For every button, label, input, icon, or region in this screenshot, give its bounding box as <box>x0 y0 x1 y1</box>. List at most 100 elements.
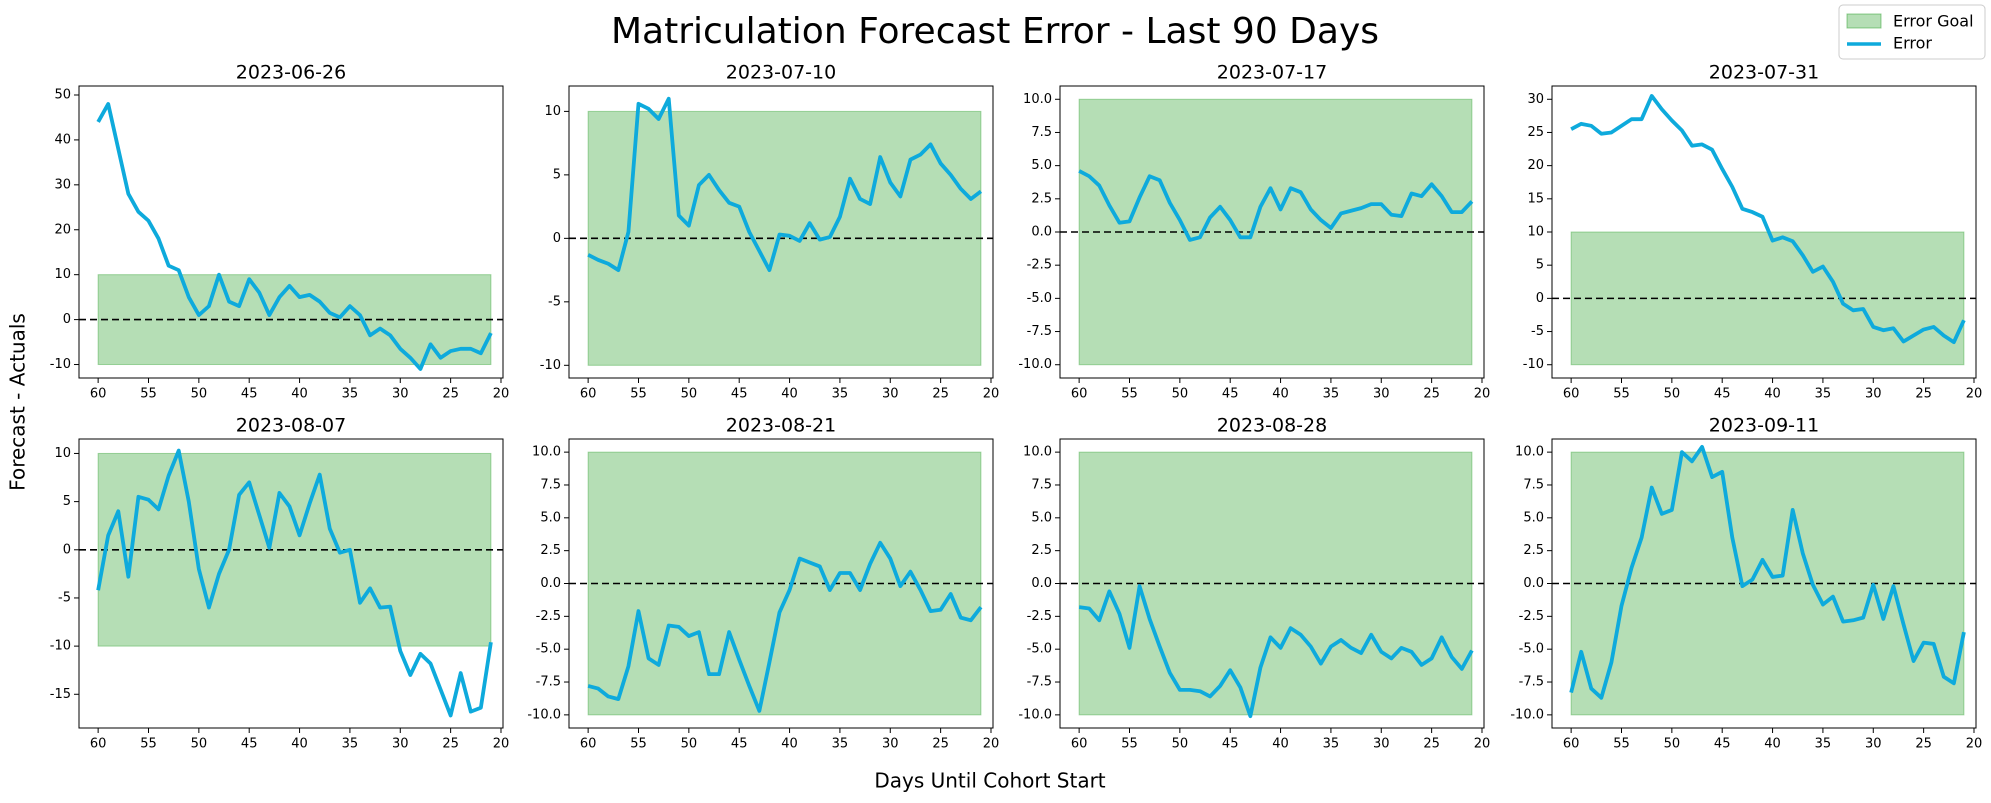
legend-swatch <box>1846 13 1882 29</box>
x-tick-label: 35 <box>1323 387 1340 402</box>
y-tick-label: 15 <box>1527 191 1544 206</box>
x-tick-label: 55 <box>140 737 157 752</box>
y-tick-label: -5.0 <box>1027 642 1052 657</box>
x-tick-label: 50 <box>681 387 698 402</box>
x-tick-label: 40 <box>1272 737 1289 752</box>
y-tick-label: 10 <box>54 267 71 282</box>
x-tick-label: 25 <box>932 387 949 402</box>
x-tick-label: 60 <box>580 387 597 402</box>
x-tick-label: 45 <box>731 737 748 752</box>
x-tick-label: 45 <box>731 387 748 402</box>
x-tick-label: 45 <box>1222 737 1239 752</box>
y-tick-label: 10 <box>54 446 71 461</box>
x-tick-label: 50 <box>681 737 698 752</box>
y-tick-label: -7.5 <box>536 675 561 690</box>
x-tick-label: 25 <box>442 737 459 752</box>
x-tick-label: 30 <box>392 387 409 402</box>
y-tick-label: 7.5 <box>1523 477 1544 492</box>
x-tick-label: 60 <box>90 387 107 402</box>
x-tick-label: 50 <box>1664 387 1681 402</box>
y-tick-label: -2.5 <box>1519 609 1544 624</box>
y-tick-label: 30 <box>1527 92 1544 107</box>
x-tick-label: 50 <box>191 737 208 752</box>
x-tick-label: 45 <box>1714 737 1731 752</box>
y-tick-label: 40 <box>54 132 71 147</box>
y-tick-label: 0 <box>1536 291 1544 306</box>
x-tick-label: 50 <box>1172 387 1189 402</box>
x-tick-label: 30 <box>1373 737 1390 752</box>
subplot-title: 2023-07-17 <box>1217 62 1327 84</box>
x-tick-label: 25 <box>932 737 949 752</box>
error-line <box>587 96 983 272</box>
error-line <box>1569 444 1966 700</box>
axes-frame <box>568 85 994 379</box>
y-tick-label: 5 <box>63 494 71 509</box>
y-tick-label: -5.0 <box>1027 291 1052 306</box>
subplot-title: 2023-08-07 <box>236 415 346 437</box>
x-tick-label: 55 <box>1613 737 1630 752</box>
x-tick-label: 20 <box>493 387 510 402</box>
y-tick-label: 20 <box>1527 158 1544 173</box>
y-tick-label: 2.5 <box>1523 543 1544 558</box>
y-tick-label: -10.0 <box>1510 707 1544 722</box>
y-tick-label: -7.5 <box>1519 675 1544 690</box>
subplot-title: 2023-07-10 <box>726 62 836 84</box>
x-tick-label: 55 <box>1613 387 1630 402</box>
x-tick-label: 40 <box>291 387 308 402</box>
legend-label: Error Goal <box>1893 12 1974 31</box>
x-tick-label: 50 <box>191 387 208 402</box>
y-tick-label: 5.0 <box>1523 510 1544 525</box>
x-tick-label: 55 <box>140 387 157 402</box>
y-tick-label: -5 <box>58 590 71 605</box>
x-tick-label: 55 <box>630 387 647 402</box>
x-tick-label: 55 <box>630 737 647 752</box>
x-tick-label: 60 <box>90 737 107 752</box>
y-tick-label: 2.5 <box>1031 543 1052 558</box>
y-tick-label: -2.5 <box>536 609 561 624</box>
x-tick-label: 35 <box>832 737 849 752</box>
x-tick-label: 50 <box>1664 737 1681 752</box>
error-line <box>587 540 983 713</box>
x-tick-label: 20 <box>1474 737 1491 752</box>
y-tick-label: 2.5 <box>540 543 561 558</box>
y-tick-label: 20 <box>54 222 71 237</box>
x-tick-label: 45 <box>241 737 258 752</box>
error-line <box>96 102 493 371</box>
y-tick-label: 10 <box>1527 225 1544 240</box>
x-tick-label: 20 <box>1966 737 1983 752</box>
y-tick-label: -5 <box>1531 324 1544 339</box>
y-tick-label: -5.0 <box>536 642 561 657</box>
x-tick-label: 35 <box>342 387 359 402</box>
x-tick-label: 25 <box>1423 737 1440 752</box>
x-tick-label: 25 <box>442 387 459 402</box>
x-tick-label: 30 <box>1373 387 1390 402</box>
x-tick-label: 60 <box>1563 387 1580 402</box>
y-tick-label: 0 <box>63 312 71 327</box>
x-tick-label: 30 <box>882 387 899 402</box>
x-tick-label: 20 <box>983 737 1000 752</box>
x-tick-label: 30 <box>1865 387 1882 402</box>
y-tick-label: 10.0 <box>532 445 561 460</box>
y-tick-label: -10.0 <box>1018 357 1052 372</box>
y-tick-label: -10 <box>1523 357 1544 372</box>
x-tick-label: 60 <box>1071 737 1088 752</box>
x-tick-label: 30 <box>882 737 899 752</box>
y-tick-label: 25 <box>1527 125 1544 140</box>
x-tick-label: 30 <box>1865 737 1882 752</box>
error-line <box>1570 94 1966 345</box>
y-tick-label: 5 <box>1536 258 1544 273</box>
x-tick-label: 20 <box>493 737 510 752</box>
x-tick-label: 25 <box>1915 737 1932 752</box>
subplot-title: 2023-07-31 <box>1709 62 1819 84</box>
x-tick-label: 35 <box>1323 737 1340 752</box>
subplot-title: 2023-08-21 <box>726 415 836 437</box>
x-tick-label: 35 <box>1815 737 1832 752</box>
y-tick-label: 10.0 <box>1023 445 1052 460</box>
y-tick-label: -2.5 <box>1027 258 1052 273</box>
x-tick-label: 45 <box>1222 387 1239 402</box>
x-tick-label: 50 <box>1172 737 1189 752</box>
y-tick-label: 0 <box>553 231 561 246</box>
x-tick-label: 45 <box>241 387 258 402</box>
x-tick-label: 40 <box>1764 737 1781 752</box>
